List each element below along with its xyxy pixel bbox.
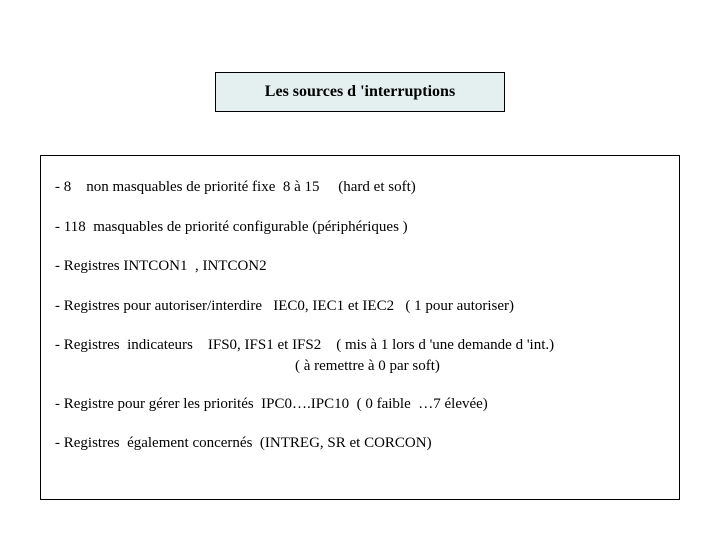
line-2: - 118 masquables de priorité configurabl… — [55, 218, 665, 238]
line-7: - Registres également concernés (INTREG,… — [55, 434, 665, 454]
content-box: - 8 non masquables de priorité fixe 8 à … — [40, 155, 680, 500]
line-4: - Registres pour autoriser/interdire IEC… — [55, 297, 665, 317]
line-5a: - Registres indicateurs IFS0, IFS1 et IF… — [55, 336, 665, 356]
title-text: Les sources d 'interruptions — [265, 83, 455, 101]
line-3: - Registres INTCON1 , INTCON2 — [55, 257, 665, 277]
line-6: - Registre pour gérer les priorités IPC0… — [55, 395, 665, 415]
line-5b: ( à remettre à 0 par soft) — [295, 358, 665, 375]
line-1: - 8 non masquables de priorité fixe 8 à … — [55, 178, 665, 198]
title-box: Les sources d 'interruptions — [215, 72, 505, 112]
